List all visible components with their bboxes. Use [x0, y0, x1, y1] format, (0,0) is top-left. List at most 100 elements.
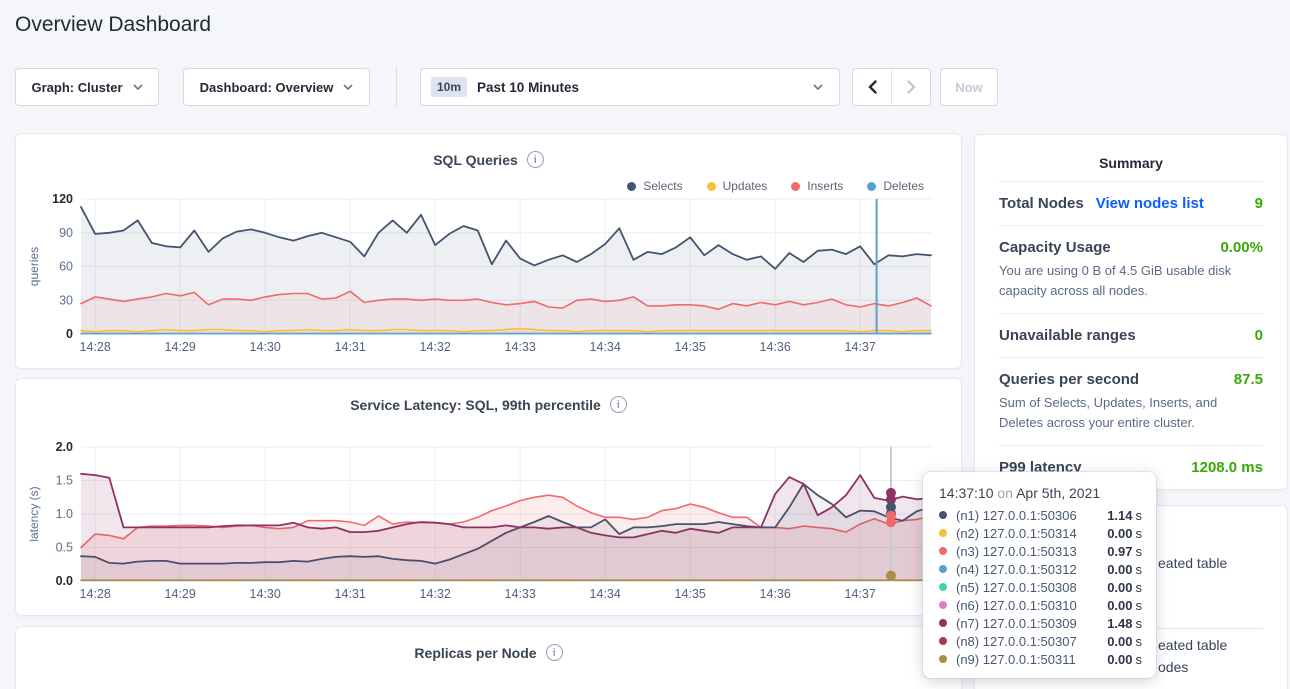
chevron-down-icon [343, 84, 353, 90]
svg-text:14:33: 14:33 [505, 587, 536, 601]
summary-value: 0 [1255, 327, 1263, 344]
tooltip-node-row: (n2) 127.0.0.1:50314 0.00 s [939, 524, 1142, 542]
summary-value: 9 [1255, 195, 1263, 212]
svg-text:0.5: 0.5 [56, 541, 73, 555]
node-latency-unit: s [1136, 562, 1143, 577]
summary-label: Total Nodes [999, 195, 1084, 212]
node-latency-value: 1.48 [1107, 616, 1132, 631]
svg-text:14:31: 14:31 [335, 340, 366, 354]
node-latency-unit: s [1136, 526, 1143, 541]
time-next-button[interactable] [891, 69, 930, 105]
node-latency-value: 0.97 [1107, 544, 1132, 559]
time-range-dropdown[interactable]: 10m Past 10 Minutes [420, 68, 840, 106]
node-latency-unit: s [1136, 616, 1143, 631]
svg-text:14:32: 14:32 [420, 587, 451, 601]
summary-label: Queries per second [999, 371, 1139, 388]
legend-dot-updates [707, 182, 716, 191]
tooltip-node-row: (n6) 127.0.0.1:50310 0.00 s [939, 596, 1142, 614]
svg-text:30: 30 [59, 293, 73, 307]
tooltip-node-row: (n3) 127.0.0.1:50313 0.97 s [939, 542, 1142, 560]
svg-text:14:36: 14:36 [760, 340, 791, 354]
node-address: (n8) 127.0.0.1:50307 [956, 634, 1107, 649]
tooltip-node-row: (n7) 127.0.0.1:50309 1.48 s [939, 614, 1142, 632]
dashboard-dropdown-label: Dashboard: Overview [200, 80, 334, 95]
svg-text:14:29: 14:29 [165, 587, 196, 601]
node-address: (n9) 127.0.0.1:50311 [956, 652, 1107, 667]
summary-label: Unavailable ranges [999, 327, 1136, 344]
node-color-dot [939, 619, 947, 627]
node-address: (n3) 127.0.0.1:50313 [956, 544, 1107, 559]
node-color-dot [939, 565, 947, 573]
summary-value: 1208.0 ms [1191, 459, 1263, 476]
svg-text:14:35: 14:35 [675, 340, 706, 354]
tooltip-node-row: (n9) 127.0.0.1:50311 0.00 s [939, 650, 1142, 668]
legend-dot-inserts [791, 182, 800, 191]
node-color-dot [939, 655, 947, 663]
summary-label: Capacity Usage [999, 239, 1111, 256]
node-color-dot [939, 583, 947, 591]
sql-queries-chart-card: SQL Queries i Selects Updates Inserts De… [15, 133, 962, 369]
summary-value: 0.00% [1220, 239, 1263, 256]
info-icon[interactable]: i [527, 151, 544, 168]
svg-text:0: 0 [66, 327, 73, 341]
node-color-dot [939, 547, 947, 555]
svg-text:1.0: 1.0 [56, 507, 73, 521]
node-address: (n5) 127.0.0.1:50308 [956, 580, 1107, 595]
node-color-dot [939, 637, 947, 645]
graph-scope-dropdown[interactable]: Graph: Cluster [15, 68, 159, 106]
svg-text:14:28: 14:28 [80, 587, 111, 601]
svg-text:2.0: 2.0 [56, 440, 73, 454]
svg-text:14:36: 14:36 [760, 587, 791, 601]
summary-description: Sum of Selects, Updates, Inserts, and De… [999, 393, 1263, 432]
svg-text:60: 60 [59, 260, 73, 274]
dashboard-dropdown[interactable]: Dashboard: Overview [183, 68, 370, 106]
tooltip-date: Apr 5th, 2021 [1016, 485, 1100, 501]
svg-text:90: 90 [59, 226, 73, 240]
info-icon[interactable]: i [546, 644, 563, 661]
chevron-right-icon [907, 80, 916, 94]
svg-text:14:32: 14:32 [420, 340, 451, 354]
chart-title-replicas-per-node: Replicas per Node [414, 645, 536, 661]
node-latency-unit: s [1136, 652, 1143, 667]
tooltip-timestamp: 14:37:10 on Apr 5th, 2021 [939, 485, 1142, 501]
chevron-left-icon [868, 80, 877, 94]
time-prev-button[interactable] [853, 69, 891, 105]
svg-text:14:37: 14:37 [845, 587, 876, 601]
node-latency-value: 0.00 [1107, 580, 1132, 595]
summary-description: You are using 0 B of 4.5 GiB usable disk… [999, 261, 1263, 300]
node-color-dot [939, 601, 947, 609]
chevron-down-icon [813, 84, 823, 90]
info-icon[interactable]: i [610, 396, 627, 413]
node-latency-value: 1.14 [1107, 508, 1132, 523]
summary-panel: Summary Total Nodes View nodes list 9 Ca… [974, 134, 1288, 490]
svg-text:14:30: 14:30 [250, 340, 281, 354]
svg-text:14:29: 14:29 [165, 340, 196, 354]
node-latency-unit: s [1136, 508, 1143, 523]
svg-text:14:37: 14:37 [845, 340, 876, 354]
svg-text:0.0: 0.0 [56, 574, 73, 588]
svg-text:14:34: 14:34 [590, 587, 621, 601]
tooltip-node-row: (n4) 127.0.0.1:50312 0.00 s [939, 560, 1142, 578]
chart-title-service-latency: Service Latency: SQL, 99th percentile [350, 397, 601, 413]
time-nav-arrows [852, 68, 931, 106]
node-address: (n2) 127.0.0.1:50314 [956, 526, 1107, 541]
replicas-per-node-chart-card: Replicas per Node i [15, 626, 962, 689]
summary-row-capacity-usage: Capacity Usage 0.00% You are using 0 B o… [999, 225, 1263, 313]
node-latency-value: 0.00 [1107, 526, 1132, 541]
event-item-text: eated table [1158, 637, 1227, 653]
event-item-text: odes [1158, 659, 1188, 675]
now-button[interactable]: Now [940, 68, 998, 106]
chart-tooltip: 14:37:10 on Apr 5th, 2021 (n1) 127.0.0.1… [923, 472, 1156, 678]
summary-row-total-nodes: Total Nodes View nodes list 9 [999, 181, 1263, 225]
tooltip-node-row: (n8) 127.0.0.1:50307 0.00 s [939, 632, 1142, 650]
svg-text:14:33: 14:33 [505, 340, 536, 354]
tooltip-node-row: (n5) 127.0.0.1:50308 0.00 s [939, 578, 1142, 596]
service-latency-plot[interactable]: 14:2814:2914:3014:3114:3214:3314:3414:35… [16, 431, 963, 609]
service-latency-chart-card: Service Latency: SQL, 99th percentile i … [15, 378, 962, 616]
sql-queries-plot[interactable]: 14:2814:2914:3014:3114:3214:3314:3414:35… [16, 191, 963, 369]
node-latency-unit: s [1136, 598, 1143, 613]
event-item-text: eated table [1158, 555, 1227, 571]
svg-text:14:30: 14:30 [250, 587, 281, 601]
view-nodes-list-link[interactable]: View nodes list [1096, 195, 1204, 212]
svg-text:120: 120 [52, 192, 73, 206]
